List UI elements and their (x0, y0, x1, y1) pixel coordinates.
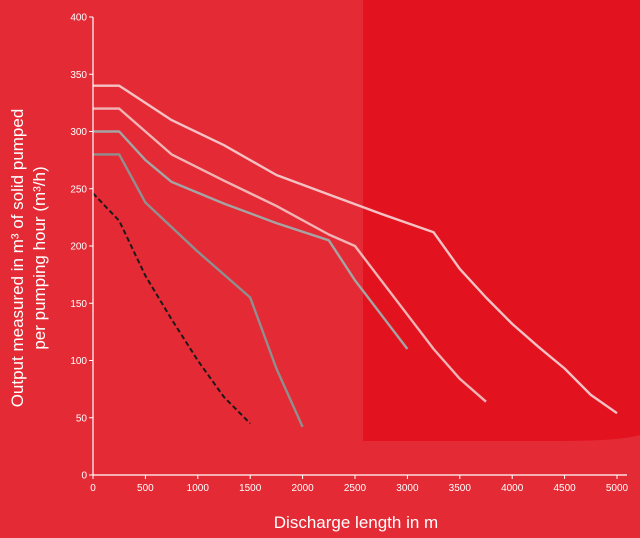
y-ticks: 0 50 100 150 200 250 300 350 400 (70, 13, 93, 482)
x-tick-label: 4000 (501, 483, 524, 494)
y-axis-title-line1: Output measured in m³ of solid pumped (8, 109, 27, 408)
x-tick-label: 3000 (396, 483, 419, 494)
y-tick-label: 0 (81, 471, 87, 482)
x-tick-label: 1000 (187, 483, 210, 494)
x-ticks: 0 500 1000 1500 2000 2500 3000 3500 4000 4500 5000 (90, 475, 629, 494)
y-tick-label: 300 (70, 127, 87, 138)
x-tick-label: 4500 (553, 483, 576, 494)
x-tick-label: 0 (90, 483, 96, 494)
y-tick-label: 400 (70, 13, 87, 24)
series-line-2 (93, 107, 487, 403)
highlight-band (363, 0, 640, 441)
y-tick-label: 200 (70, 242, 87, 253)
series-line-4 (93, 153, 304, 428)
y-axis-title-line2: per pumping hour (m³/h) (30, 166, 49, 349)
x-axis-title: Discharge length in m (274, 513, 438, 532)
series-line-1 (93, 84, 618, 415)
x-tick-label: 2000 (291, 483, 314, 494)
x-tick-label: 5000 (606, 483, 629, 494)
series-line-5 (92, 192, 251, 425)
series-line-3 (93, 130, 409, 350)
y-tick-label: 100 (70, 356, 87, 367)
x-tick-label: 1500 (239, 483, 262, 494)
y-tick-label: 50 (76, 413, 88, 424)
y-tick-label: 150 (70, 299, 87, 310)
x-tick-label: 500 (137, 483, 154, 494)
y-tick-label: 250 (70, 184, 87, 195)
x-tick-label: 2500 (344, 483, 367, 494)
y-tick-label: 350 (70, 70, 87, 81)
curves (92, 84, 618, 428)
x-tick-label: 3500 (449, 483, 472, 494)
